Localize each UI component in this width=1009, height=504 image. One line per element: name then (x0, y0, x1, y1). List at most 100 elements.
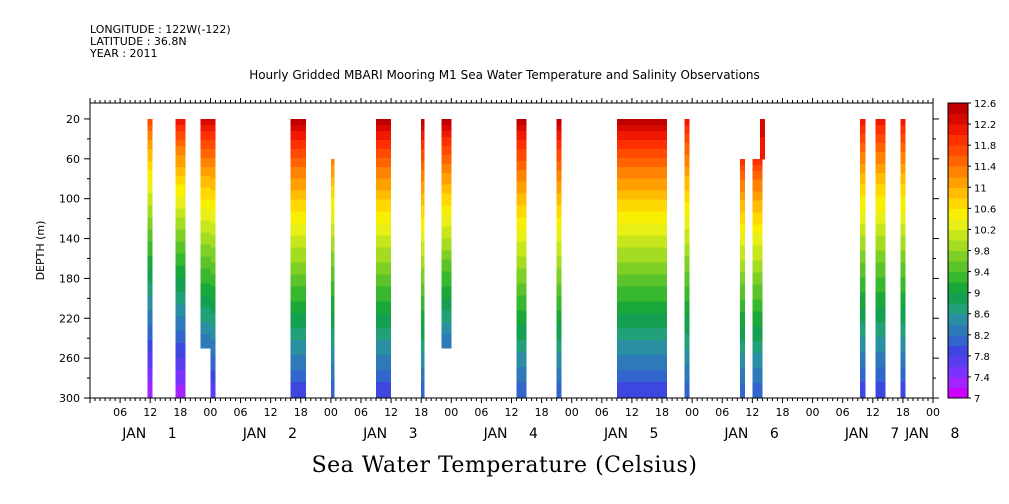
data-cell (860, 346, 866, 350)
data-cell (147, 172, 153, 177)
data-cell (175, 319, 186, 323)
data-cell (556, 283, 562, 287)
data-cell (210, 220, 216, 225)
data-cell (752, 374, 763, 378)
data-cell (330, 374, 335, 378)
colorbar-label: 7.4 (974, 373, 990, 384)
data-cell (175, 154, 186, 159)
data-cell (290, 205, 306, 210)
data-cell (421, 343, 425, 347)
data-cell (684, 229, 690, 234)
data-cell (556, 166, 562, 171)
data-cell (175, 268, 186, 272)
data-column (759, 118, 765, 160)
data-cell (421, 331, 425, 335)
data-cell (684, 217, 690, 222)
data-cell (900, 373, 906, 377)
data-cell (556, 133, 562, 138)
data-cell (900, 343, 906, 347)
data-cell (175, 241, 186, 246)
data-cell (147, 238, 153, 243)
data-cell (200, 124, 211, 129)
data-cell (441, 232, 452, 237)
data-cell (516, 259, 527, 263)
data-cell (752, 272, 763, 276)
colorbar-cell (948, 155, 968, 167)
data-cell (684, 343, 690, 347)
data-cell (376, 220, 392, 225)
data-cell (376, 316, 392, 320)
data-cell (441, 241, 452, 246)
data-cell (147, 334, 153, 338)
data-cell (516, 361, 527, 365)
data-cell (900, 391, 906, 395)
data-cell (175, 121, 186, 126)
data-cell (684, 358, 690, 362)
data-cell (752, 281, 763, 285)
data-cell (900, 172, 906, 177)
data-cell (516, 145, 527, 150)
data-cell (752, 209, 763, 214)
data-cell (556, 301, 562, 305)
data-column (875, 118, 886, 399)
data-cell (752, 302, 763, 306)
data-cell (330, 350, 335, 354)
data-cell (290, 217, 306, 222)
data-cell (421, 391, 425, 395)
data-cell (616, 202, 668, 207)
data-cell (875, 355, 886, 359)
data-cell (900, 211, 906, 216)
data-cell (376, 130, 392, 135)
data-cell (210, 142, 216, 147)
data-cell (147, 121, 153, 126)
data-cell (616, 205, 668, 210)
data-cell (684, 130, 690, 135)
data-cell (516, 211, 527, 216)
data-cell (330, 380, 335, 384)
data-cell (516, 394, 527, 398)
data-cell (900, 385, 906, 389)
data-cell (210, 319, 216, 323)
data-cell (684, 334, 690, 338)
data-cell (210, 325, 216, 329)
data-cell (900, 148, 906, 153)
data-cell (175, 253, 186, 257)
data-cell (330, 224, 335, 229)
data-cell (147, 340, 153, 344)
x-tick-label: 00 (444, 406, 458, 419)
data-cell (616, 187, 668, 192)
data-cell (752, 224, 763, 229)
data-cell (376, 217, 392, 222)
data-cell (330, 395, 335, 399)
data-cell (330, 173, 335, 178)
data-cell (441, 334, 452, 338)
data-cell (376, 157, 392, 162)
data-cell (684, 145, 690, 150)
data-cell (175, 232, 186, 237)
data-cell (200, 121, 211, 126)
data-cell (210, 160, 216, 165)
colorbar-cell (948, 166, 968, 178)
data-column (441, 118, 452, 349)
data-cell (147, 223, 153, 228)
data-cell (421, 217, 425, 222)
data-cell (752, 167, 763, 172)
data-cell (616, 373, 668, 377)
data-cell (421, 121, 425, 126)
data-cell (739, 197, 745, 202)
data-cell (290, 382, 306, 386)
data-cell (875, 196, 886, 201)
data-cell (900, 175, 906, 180)
data-cell (175, 313, 186, 317)
data-cell (875, 340, 886, 344)
data-cell (684, 154, 690, 159)
data-cell (739, 323, 745, 327)
data-cell (290, 370, 306, 374)
data-cell (210, 358, 216, 362)
data-cell (421, 349, 425, 353)
data-cell (739, 260, 745, 264)
data-cell (860, 328, 866, 332)
data-cell (421, 247, 425, 251)
data-cell (900, 124, 906, 129)
data-cell (210, 169, 216, 174)
